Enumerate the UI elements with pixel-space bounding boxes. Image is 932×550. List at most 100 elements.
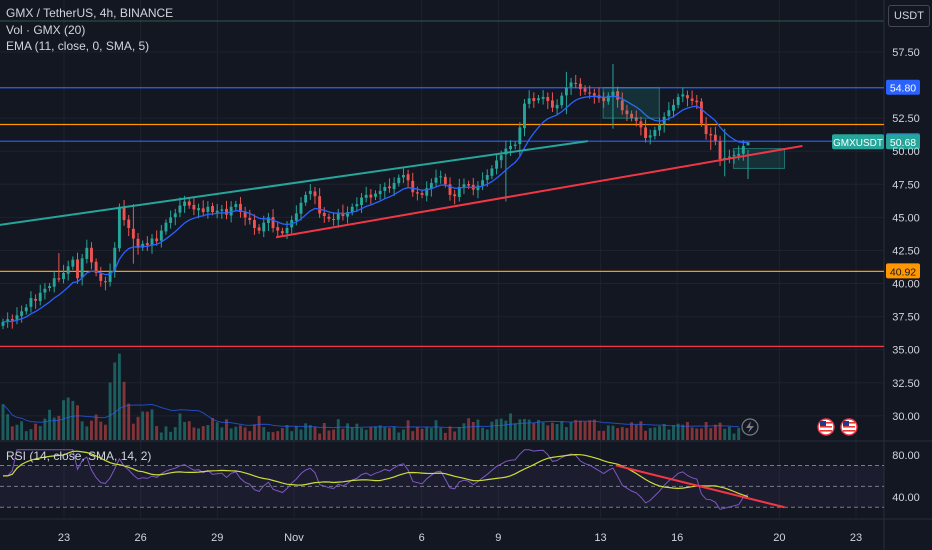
candle-body: [155, 238, 159, 242]
candle-body: [364, 194, 368, 198]
rsi-tick-label: 80.00: [892, 450, 920, 462]
candle-body: [401, 175, 405, 178]
volume-bar: [127, 403, 131, 440]
candle-body: [653, 130, 657, 137]
volume-bar: [229, 428, 233, 440]
candle-body: [346, 212, 350, 217]
candle-body: [187, 201, 191, 206]
time-tick-label: Nov: [284, 532, 304, 544]
candle-body: [448, 184, 452, 195]
volume-bar: [346, 423, 350, 440]
volume-bar: [187, 421, 191, 440]
candle-body: [490, 168, 494, 176]
candle-body: [243, 211, 247, 218]
rsi-trendline[interactable]: [615, 464, 785, 509]
volume-bar: [653, 427, 657, 440]
candle-body: [280, 231, 284, 234]
candle-body: [332, 218, 336, 221]
candle-body: [686, 95, 689, 99]
volume-bar: [644, 430, 648, 440]
candle-body: [527, 98, 531, 104]
volume-bar: [569, 422, 573, 440]
volume-bar: [490, 421, 494, 440]
volume-bar: [583, 421, 587, 440]
price-tick-label: 47.50: [892, 179, 920, 191]
candle-body: [248, 217, 252, 221]
currency-button[interactable]: USDT: [888, 5, 930, 27]
candle-body: [374, 193, 377, 197]
volume-bar: [266, 431, 270, 440]
price-tick-label: 35.00: [892, 345, 920, 357]
time-axis[interactable]: 23 26 29 Nov 6 9 13 16 20 23: [58, 532, 862, 544]
volume-bar: [29, 429, 33, 440]
candle-body: [648, 135, 652, 138]
candle-body: [541, 96, 545, 99]
trendlines[interactable]: [0, 87, 803, 239]
time-tick-label: 26: [135, 532, 147, 544]
candle-body: [550, 100, 554, 108]
candle-body: [169, 217, 173, 223]
candle-body: [318, 196, 322, 214]
zone-rectangle[interactable]: [602, 87, 660, 119]
volume-bar: [206, 425, 210, 440]
volume-bar: [285, 425, 289, 440]
flag-stripe: [843, 430, 855, 432]
price-axis[interactable]: 57.50 52.50 50.00 47.50 45.00 42.50 40.00 37.50…: [892, 47, 920, 504]
volume-bar: [471, 421, 475, 440]
volume-bar: [159, 432, 163, 440]
candle-body: [159, 230, 163, 241]
candles: [1, 63, 750, 330]
candle-body: [699, 101, 703, 124]
candle-body: [164, 222, 168, 232]
volume-bar: [150, 409, 154, 440]
volume-bar: [532, 423, 536, 440]
volume-bar: [239, 425, 242, 440]
level-price-tag: [886, 79, 920, 95]
volume-bar: [76, 405, 79, 440]
volume-bar: [434, 420, 438, 440]
trendline[interactable]: [275, 144, 803, 239]
volume-bar: [220, 427, 224, 440]
volume-bar: [248, 431, 252, 440]
volume-bar: [43, 418, 47, 440]
candle-body: [229, 206, 233, 216]
candle-body: [499, 155, 503, 161]
candle-body: [495, 160, 499, 169]
rsi-tick-label: 40.00: [892, 492, 920, 504]
trendline[interactable]: [0, 140, 588, 226]
volume-bar: [443, 432, 447, 440]
zone-rectangle[interactable]: [732, 148, 786, 169]
volume-bar: [457, 427, 461, 440]
volume-bar: [620, 427, 624, 440]
volume-bar: [90, 420, 93, 440]
volume-bar: [481, 427, 485, 440]
candle-body: [667, 110, 671, 117]
volume-bar: [564, 427, 568, 440]
volume-bar: [555, 424, 559, 440]
candle-body: [434, 177, 438, 183]
candle-body: [630, 113, 634, 119]
price-tick-label: 32.50: [892, 378, 920, 390]
candle-body: [99, 273, 103, 281]
volume-bar: [415, 426, 419, 440]
volume-bar: [541, 422, 545, 440]
price-tick-label: 40.00: [892, 279, 920, 291]
time-tick-label: 16: [671, 532, 683, 544]
candle-body: [592, 93, 596, 96]
candle-body: [276, 227, 280, 231]
volume-bar: [676, 423, 680, 440]
candle-body: [262, 222, 266, 232]
volume-bar: [155, 426, 159, 440]
lightning-icon[interactable]: [741, 418, 759, 436]
volume-bar: [136, 416, 140, 440]
volume-bar: [713, 424, 717, 440]
volume-bar: [672, 425, 675, 440]
candle-body: [211, 205, 214, 213]
chart-icons[interactable]: [741, 418, 858, 436]
candle-body: [122, 206, 126, 221]
candle-body: [131, 228, 135, 239]
candle-body: [704, 123, 708, 135]
